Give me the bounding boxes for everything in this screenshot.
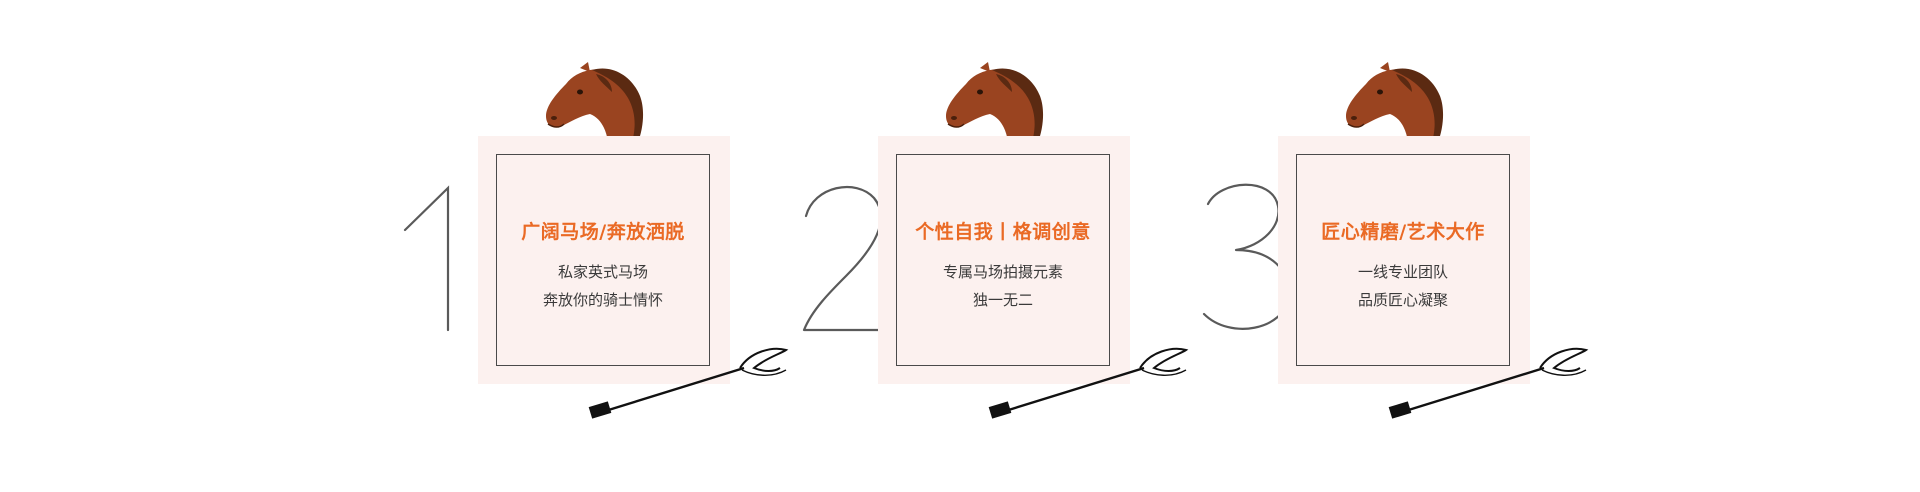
feature-item-3: 匠心精磨/艺术大作 一线专业团队 品质匠心凝聚 bbox=[1190, 0, 1610, 492]
horse-head-icon bbox=[540, 62, 646, 142]
feature-title: 匠心精磨/艺术大作 bbox=[1297, 217, 1509, 244]
feature-description-line: 品质匠心凝聚 bbox=[1297, 289, 1509, 310]
card-frame: 个性自我丨格调创意 专属马场拍摄元素 独一无二 bbox=[896, 154, 1110, 366]
feature-item-2: 个性自我丨格调创意 专属马场拍摄元素 独一无二 bbox=[790, 0, 1210, 492]
feature-description-line: 私家英式马场 bbox=[497, 261, 709, 282]
feature-description-line: 独一无二 bbox=[897, 289, 1109, 310]
riding-whip-icon bbox=[1390, 346, 1590, 424]
feature-title: 广阔马场/奔放洒脱 bbox=[497, 217, 709, 244]
feature-item-1: 广阔马场/奔放洒脱 私家英式马场 奔放你的骑士情怀 bbox=[390, 0, 810, 492]
feature-title: 个性自我丨格调创意 bbox=[897, 217, 1109, 244]
card-frame: 匠心精磨/艺术大作 一线专业团队 品质匠心凝聚 bbox=[1296, 154, 1510, 366]
horse-head-icon bbox=[1340, 62, 1446, 142]
riding-whip-icon bbox=[990, 346, 1190, 424]
feature-description-line: 奔放你的骑士情怀 bbox=[497, 289, 709, 310]
feature-description-line: 一线专业团队 bbox=[1297, 261, 1509, 282]
horse-head-icon bbox=[940, 62, 1046, 142]
card-frame: 广阔马场/奔放洒脱 私家英式马场 奔放你的骑士情怀 bbox=[496, 154, 710, 366]
feature-description-line: 专属马场拍摄元素 bbox=[897, 261, 1109, 282]
riding-whip-icon bbox=[590, 346, 790, 424]
